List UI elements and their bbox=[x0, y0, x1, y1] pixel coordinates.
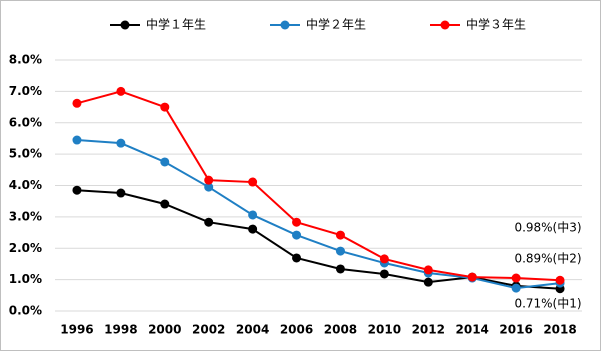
data-point bbox=[423, 277, 433, 287]
data-point bbox=[335, 230, 345, 240]
series-line bbox=[76, 139, 561, 290]
y-tick-label: 2.0% bbox=[9, 241, 42, 255]
x-tick-label: 2004 bbox=[236, 323, 269, 337]
data-point bbox=[248, 177, 258, 187]
data-point bbox=[511, 283, 521, 293]
annotation: 0.98%(中3) bbox=[514, 220, 581, 235]
data-point bbox=[160, 157, 170, 167]
y-tick-label: 6.0% bbox=[9, 115, 42, 129]
data-point bbox=[116, 138, 126, 148]
x-tick-label: 2018 bbox=[543, 323, 576, 337]
y-tick-label: 0.0% bbox=[9, 304, 42, 318]
data-point bbox=[248, 210, 258, 220]
legend-label: 中学２年生 bbox=[306, 17, 366, 32]
x-tick-label: 1996 bbox=[60, 323, 93, 337]
data-point bbox=[204, 175, 214, 185]
series-line bbox=[76, 90, 561, 282]
data-point bbox=[511, 273, 521, 283]
data-point bbox=[72, 185, 82, 195]
data-point bbox=[423, 265, 433, 275]
x-tick-label: 2014 bbox=[456, 323, 489, 337]
data-point bbox=[292, 253, 302, 263]
x-tick-label: 2006 bbox=[280, 323, 313, 337]
data-point bbox=[204, 217, 214, 227]
y-tick-label: 1.0% bbox=[9, 272, 42, 286]
annotation: 0.71%(中1) bbox=[514, 296, 581, 311]
series-line bbox=[76, 189, 561, 290]
x-tick-label: 2012 bbox=[412, 323, 445, 337]
data-point bbox=[72, 98, 82, 108]
y-tick-label: 8.0% bbox=[9, 53, 42, 67]
data-point bbox=[160, 102, 170, 112]
legend-marker bbox=[280, 20, 290, 30]
x-tick-label: 2000 bbox=[148, 323, 181, 337]
annotation: 0.89%(中2) bbox=[514, 251, 581, 266]
data-point bbox=[335, 246, 345, 256]
data-point bbox=[335, 264, 345, 274]
y-tick-label: 7.0% bbox=[9, 84, 42, 98]
y-tick-label: 5.0% bbox=[9, 147, 42, 161]
data-point bbox=[467, 272, 477, 282]
data-point bbox=[116, 188, 126, 198]
y-tick-label: 4.0% bbox=[9, 178, 42, 192]
data-point bbox=[248, 224, 258, 234]
x-tick-label: 1998 bbox=[104, 323, 137, 337]
x-tick-label: 2008 bbox=[324, 323, 357, 337]
legend-label: 中学１年生 bbox=[146, 17, 206, 32]
data-point bbox=[116, 86, 126, 96]
data-point bbox=[292, 230, 302, 240]
y-tick-label: 3.0% bbox=[9, 209, 42, 223]
data-point bbox=[160, 199, 170, 209]
data-point bbox=[379, 254, 389, 264]
data-point bbox=[72, 135, 82, 145]
data-point bbox=[292, 217, 302, 227]
legend-marker bbox=[120, 20, 130, 30]
legend-label: 中学３年生 bbox=[466, 17, 526, 32]
data-point bbox=[555, 275, 565, 285]
legend-marker bbox=[440, 20, 450, 30]
x-tick-label: 2010 bbox=[368, 323, 401, 337]
data-point bbox=[204, 182, 214, 192]
data-point bbox=[379, 269, 389, 279]
x-tick-label: 2002 bbox=[192, 323, 225, 337]
x-tick-label: 2016 bbox=[499, 323, 532, 337]
